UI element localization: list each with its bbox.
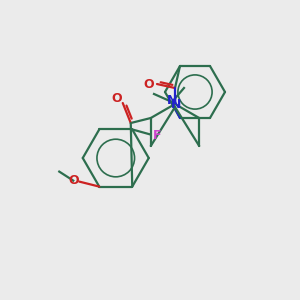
Text: N: N [167, 94, 177, 107]
Text: O: O [68, 174, 79, 187]
Text: N: N [171, 98, 181, 110]
Text: F: F [153, 129, 161, 142]
Text: O: O [144, 77, 154, 91]
Text: O: O [111, 92, 122, 104]
